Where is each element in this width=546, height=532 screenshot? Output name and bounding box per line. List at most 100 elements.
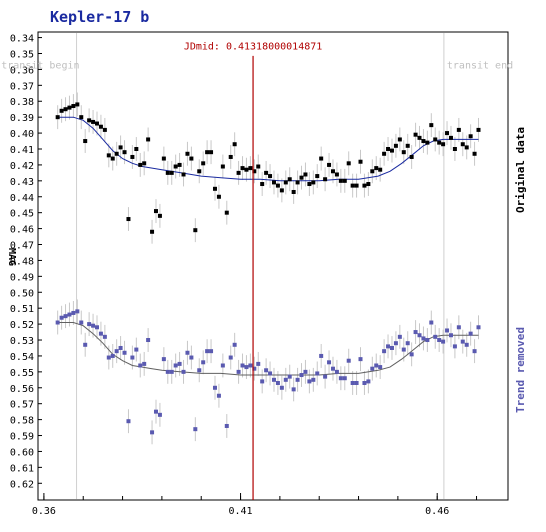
original-point (193, 228, 198, 233)
trend-removed-point (374, 363, 379, 368)
original-point (323, 177, 328, 182)
original-point (150, 229, 155, 234)
original-point (209, 150, 214, 155)
trend-removed-point (283, 377, 288, 382)
y-tick-label: 0.53 (10, 336, 34, 347)
original-point (240, 166, 245, 171)
y-axis-ticks: 0.34 0.35 0.36 0.37 0.38 0.39 0.40 0.41 0.42 0.43… (10, 34, 42, 490)
original-point (138, 162, 143, 167)
trend-removed-point (165, 369, 170, 374)
original-point (236, 170, 241, 175)
x-tick-label: 0.46 (425, 506, 449, 517)
y-tick-label: 0.37 (10, 81, 34, 92)
y-tick-label: 0.38 (10, 97, 34, 108)
original-point (279, 188, 284, 193)
trend-removed-point (441, 339, 446, 344)
jdmid-label: JDmid: 0.41318000014871 (184, 42, 322, 53)
y-tick-label: 0.44 (10, 193, 34, 204)
y-tick-label: 0.52 (10, 320, 34, 331)
trend-removed-point (271, 377, 276, 382)
trend-removed-point (146, 338, 151, 343)
trend-removed-point (358, 357, 363, 362)
original-point (244, 167, 249, 172)
y-tick-label: 0.35 (10, 49, 34, 60)
trend-removed-point (201, 360, 206, 365)
original-point (374, 166, 379, 171)
original-point (338, 178, 343, 183)
trend-removed-point (445, 328, 450, 333)
y-tick-label: 0.56 (10, 384, 34, 395)
original-point (295, 180, 300, 185)
trend-removed-point (142, 361, 147, 366)
trend-removed-point (409, 352, 414, 357)
trend-removed-point (287, 374, 292, 379)
y-tick-label: 0.62 (10, 479, 34, 490)
trend-removed-point (205, 349, 210, 354)
trend-removed-point (83, 342, 88, 347)
trend-removed-point (118, 345, 123, 350)
trend-removed-point (405, 341, 410, 346)
original-point (283, 180, 288, 185)
original-point (201, 161, 206, 166)
y-tick-label: 0.34 (10, 34, 34, 45)
trend-removed-point (268, 371, 273, 376)
trend-removed-point (452, 344, 457, 349)
x-tick-label: 0.36 (32, 506, 56, 517)
trend-removed-point (98, 331, 103, 336)
original-point (220, 164, 225, 169)
y-axis-label: MAG (6, 248, 17, 266)
original-point (409, 154, 414, 159)
trend-removed-point (397, 334, 402, 339)
original-point (303, 172, 308, 177)
original-point (181, 172, 186, 177)
original-point (319, 156, 324, 161)
original-point (83, 139, 88, 144)
original-point (354, 183, 359, 188)
original-point (59, 108, 64, 113)
original-point (75, 102, 80, 107)
trend-removed-point (94, 325, 99, 330)
trend-removed-point (122, 350, 127, 355)
original-point (87, 118, 92, 123)
original-data-points (55, 102, 481, 234)
fit-curve-original (57, 116, 479, 182)
y-tick-label: 0.49 (10, 272, 34, 283)
original-point (118, 145, 123, 150)
trend-removed-point (275, 381, 280, 385)
original-point (256, 164, 261, 169)
original-point (342, 178, 347, 183)
original-point (271, 180, 276, 185)
trend-removed-point (150, 430, 155, 435)
y-tick-label: 0.61 (10, 463, 34, 474)
y-tick-label: 0.54 (10, 352, 34, 363)
trend-removed-point (303, 369, 308, 374)
trend-removed-point (67, 312, 72, 317)
trend-removed-point (244, 365, 249, 370)
original-point (146, 137, 151, 142)
trend-removed-point (311, 377, 316, 382)
original-point (287, 177, 292, 182)
original-point (91, 119, 96, 124)
original-point (386, 147, 391, 151)
trend-removed-point (126, 419, 131, 424)
original-point (299, 175, 304, 180)
x-tick-label: 0.41 (229, 506, 253, 517)
trend-removed-point (212, 385, 217, 390)
original-point (350, 183, 355, 188)
trend-removed-point (63, 314, 68, 319)
trend-removed-point (393, 341, 398, 346)
original-point (389, 148, 394, 153)
trend-removed-point (338, 376, 343, 381)
trend-removed-point (173, 363, 178, 368)
trend-removed-point (153, 409, 158, 414)
trend-removed-point (189, 355, 194, 360)
y-tick-label: 0.45 (10, 209, 34, 220)
trend-removed-point (193, 427, 198, 432)
plot-frame (37, 31, 509, 501)
y-tick-label: 0.39 (10, 113, 34, 124)
trend-removed-point (460, 339, 465, 344)
original-point (212, 186, 217, 191)
y-tick-label: 0.36 (10, 65, 34, 76)
trend-removed-point (456, 325, 461, 330)
original-point (224, 210, 229, 215)
